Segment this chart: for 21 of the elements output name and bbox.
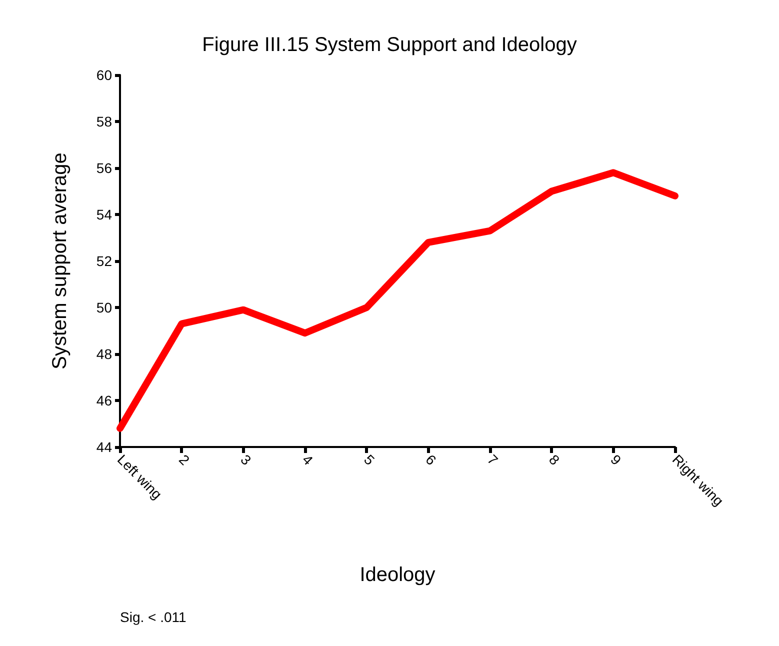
y-tick-label: 56: [96, 160, 112, 176]
y-tick-label: 58: [96, 114, 112, 130]
text: Sig. < .011: [120, 609, 186, 625]
x-tick-label: 4: [299, 451, 316, 468]
chart-title: Figure III.15 System Support and Ideology: [202, 34, 577, 56]
x-tick-label: 8: [546, 451, 563, 468]
x-tick-label: 6: [422, 451, 440, 468]
y-tick-label: 46: [96, 392, 112, 408]
y-tick-label: 44: [96, 439, 112, 455]
x-tick-label: 3: [238, 451, 255, 468]
x-tick-label: 9: [608, 451, 625, 468]
y-tick-label: 54: [96, 206, 112, 222]
y-tick-label: 52: [96, 253, 112, 269]
x-tick-label: 2: [176, 451, 193, 468]
y-tick-label: 50: [96, 300, 112, 316]
x-tick-label: 5: [361, 451, 378, 468]
y-tick-label: 48: [96, 346, 112, 362]
y-axis-title: System support average: [49, 152, 71, 370]
x-axis-title: Ideology: [360, 564, 436, 586]
x-tick-label: 7: [484, 451, 502, 468]
y-tick-label: 60: [96, 67, 112, 83]
